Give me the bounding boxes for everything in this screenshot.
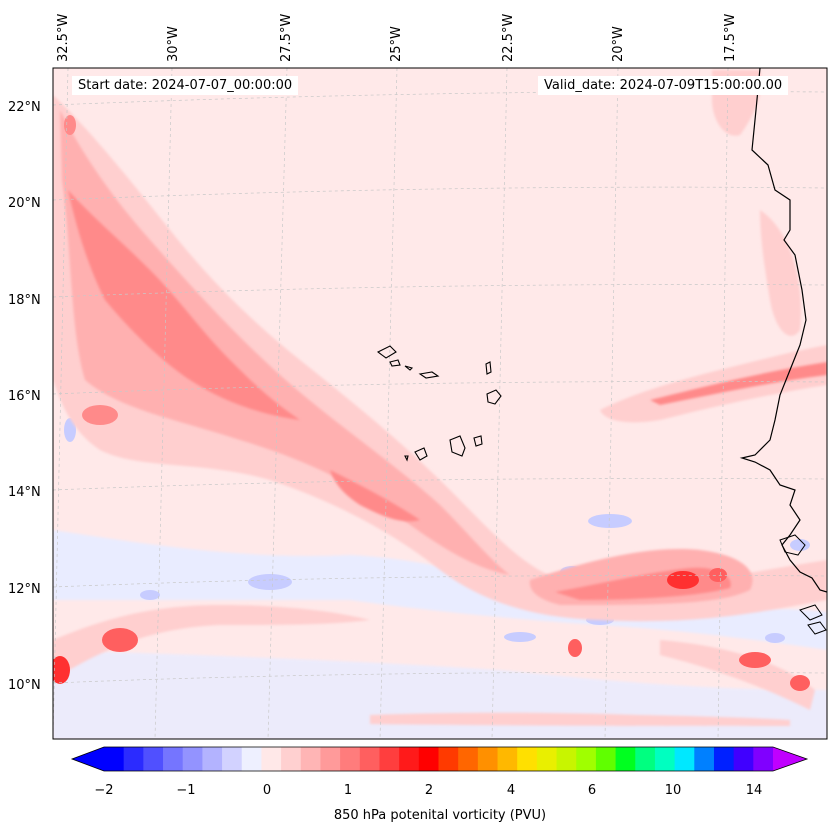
lon-label: 32.5°W <box>56 14 71 62</box>
positive-pv-core <box>64 115 76 135</box>
colorbar-swatch <box>497 747 518 771</box>
colorbar-swatch <box>182 747 203 771</box>
positive-pv-peak <box>568 639 582 657</box>
colorbar-swatch <box>595 747 617 771</box>
colorbar-swatch <box>418 747 439 771</box>
colorbar-swatch <box>438 747 459 771</box>
negative-pv-blob <box>140 590 160 600</box>
colorbar-swatch <box>556 747 577 771</box>
coastline-detail <box>779 534 806 556</box>
colorbar-swatch <box>733 747 754 771</box>
colorbar-swatch <box>379 747 400 771</box>
colorbar-tick-label: −1 <box>176 783 195 798</box>
colorbar-swatch <box>713 747 735 771</box>
negative-pv-blob <box>504 632 536 642</box>
positive-pv-core <box>330 470 420 522</box>
positive-pv-band <box>53 605 370 680</box>
negative-pv-blob <box>790 539 810 551</box>
positive-pv-peak <box>667 571 699 589</box>
colorbar-swatch <box>674 747 695 771</box>
positive-pv-peak <box>739 652 771 668</box>
colorbar-swatch <box>123 747 144 771</box>
lon-label: 22.5°W <box>501 14 516 62</box>
colorbar-swatch <box>517 747 538 771</box>
lat-label: 18°N <box>8 293 41 308</box>
start-date-label: Start date: 2024-07-07_00:00:00 <box>72 76 299 95</box>
lat-label: 10°N <box>8 678 41 693</box>
colorbar-outline <box>70 746 809 772</box>
colorbar-tick-label: 4 <box>507 783 515 798</box>
colorbar-swatch <box>104 747 125 771</box>
positive-pv-band <box>370 712 790 726</box>
lon-label: 20°W <box>611 26 626 62</box>
colorbar-over-arrow <box>773 747 807 771</box>
coastline-detail <box>799 604 827 635</box>
negative-pv-blob <box>64 418 76 442</box>
colorbar-swatch <box>536 747 558 771</box>
colorbar-tick-labels: −2 −1 0 1 2 4 6 10 14 <box>94 783 762 798</box>
colorbar-swatch <box>694 747 715 771</box>
lon-label: 30°W <box>166 26 181 62</box>
colorbar-swatch <box>477 747 499 771</box>
colorbar-tick-label: 0 <box>263 783 271 798</box>
colorbar-swatch <box>399 747 420 771</box>
colorbar-title: 850 hPa potenital vorticity (PVU) <box>333 808 547 823</box>
colorbar-swatch <box>615 747 636 771</box>
positive-pv-peak <box>709 568 727 582</box>
colorbar-swatch <box>300 747 321 771</box>
colorbar-swatch <box>753 747 774 771</box>
positive-pv-core <box>650 362 827 405</box>
lat-label: 20°N <box>8 196 41 211</box>
positive-pv-peak <box>790 675 810 691</box>
colorbar-swatch <box>359 747 380 771</box>
lat-label: 22°N <box>8 100 41 115</box>
colorbar-tick-label: 10 <box>665 783 682 798</box>
colorbar-swatch <box>281 747 302 771</box>
gridlines <box>53 68 827 739</box>
lon-label: 25°W <box>389 26 404 62</box>
lon-label: 17.5°W <box>723 14 738 62</box>
positive-pv-peak <box>102 628 138 652</box>
colorbar-swatch <box>241 747 262 771</box>
colorbar <box>70 746 809 772</box>
negative-pv-blob <box>248 574 292 590</box>
colorbar-under-arrow <box>72 747 104 771</box>
negative-pv-blob <box>588 514 632 528</box>
colorbar-tick-label: 1 <box>344 783 352 798</box>
lon-label: 27.5°W <box>279 14 294 62</box>
negative-pv-blob <box>765 633 785 643</box>
colorbar-swatch <box>635 747 656 771</box>
map-frame <box>52 67 828 740</box>
colorbar-tick-label: 6 <box>588 783 596 798</box>
positive-pv-core <box>82 405 118 425</box>
colorbar-tick-label: 2 <box>425 783 433 798</box>
colorbar-swatch <box>458 747 479 771</box>
positive-pv-core <box>68 190 300 420</box>
positive-pv-peak <box>53 656 70 684</box>
colorbar-tick-label: −2 <box>94 783 113 798</box>
positive-pv-band <box>660 640 815 710</box>
colorbar-swatch <box>576 747 597 771</box>
colorbar-swatch <box>143 747 164 771</box>
colorbar-swatch <box>202 747 223 771</box>
cape-verde-islands <box>376 345 502 462</box>
latitude-labels: 22°N 20°N 18°N 16°N 14°N 12°N 10°N <box>8 100 41 693</box>
lat-label: 16°N <box>8 389 41 404</box>
colorbar-swatch <box>261 747 282 771</box>
colorbar-swatch <box>163 747 184 771</box>
colorbar-swatch <box>654 747 676 771</box>
colorbar-swatch <box>320 747 341 771</box>
lat-label: 14°N <box>8 485 41 500</box>
colorbar-tick-label: 14 <box>746 783 763 798</box>
colorbar-swatch <box>340 747 361 771</box>
colorbar-swatch <box>222 747 243 771</box>
lat-label: 12°N <box>8 582 41 597</box>
valid-date-label: Valid_date: 2024-07-09T15:00:00.00 <box>538 76 789 95</box>
pv-field <box>53 68 827 739</box>
positive-pv-band <box>760 210 801 336</box>
longitude-labels: 32.5°W 30°W 27.5°W 25°W 22.5°W 20°W 17.5… <box>56 14 738 62</box>
